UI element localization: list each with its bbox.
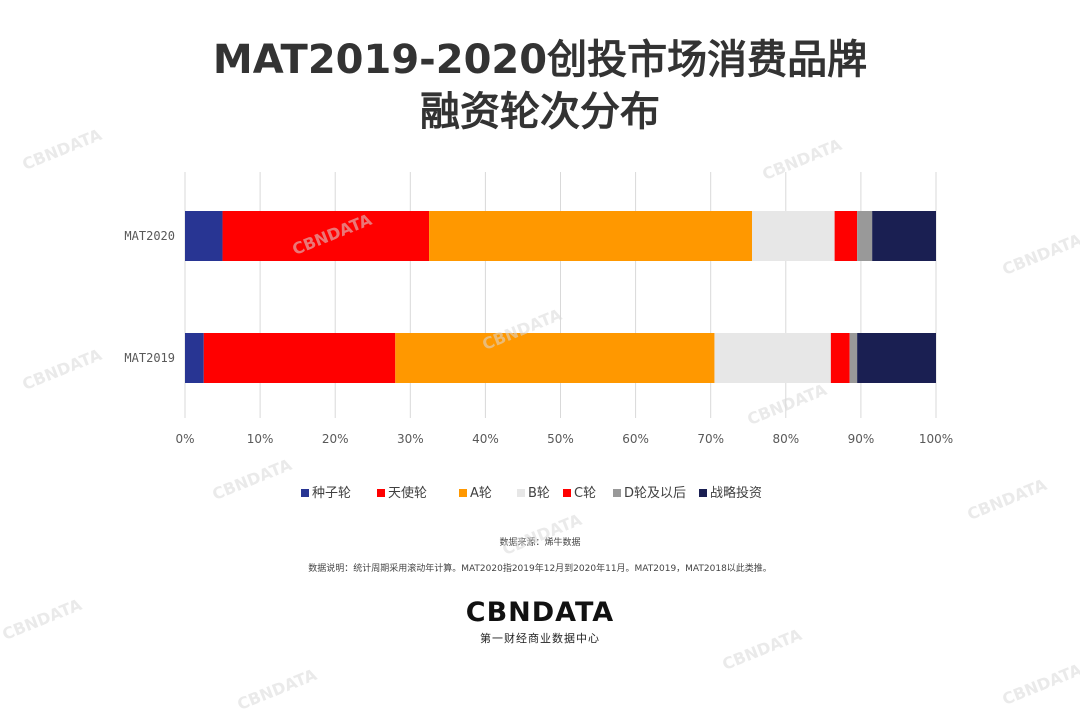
legend-label: D轮及以后 bbox=[624, 486, 686, 501]
bar-segment bbox=[830, 333, 850, 383]
x-tick-label: 40% bbox=[472, 432, 499, 446]
x-tick-label: 60% bbox=[622, 432, 649, 446]
brand-subtitle: 第一财经商业数据中心 bbox=[480, 632, 600, 645]
brand-logo: CBNDATA bbox=[465, 597, 615, 628]
watermark-text: CBNDATA bbox=[999, 659, 1080, 710]
chart-title-line2: 融资轮次分布 bbox=[420, 89, 660, 135]
y-category-label: MAT2020 bbox=[124, 229, 175, 243]
brand-logo-block: CBNDATA 第一财经商业数据中心 bbox=[0, 598, 1080, 646]
x-tick-label: 80% bbox=[772, 432, 799, 446]
legend-swatch bbox=[301, 489, 309, 497]
bar-segment bbox=[857, 333, 936, 383]
data-source-note: 数据来源：烯牛数据 bbox=[499, 538, 581, 548]
legend-label: 战略投资 bbox=[710, 485, 762, 501]
x-tick-label: 70% bbox=[697, 432, 724, 446]
x-tick-label: 90% bbox=[848, 432, 875, 446]
legend-swatch bbox=[613, 489, 621, 497]
legend-label: 种子轮 bbox=[312, 486, 351, 501]
bar-segment bbox=[222, 211, 430, 261]
bar-segment bbox=[395, 333, 715, 383]
x-tick-label: 100% bbox=[919, 432, 953, 446]
x-tick-label: 10% bbox=[247, 432, 274, 446]
legend-swatch bbox=[563, 489, 571, 497]
chart-title-line1: MAT2019-2020创投市场消费品牌 bbox=[212, 37, 868, 83]
x-tick-label: 0% bbox=[175, 432, 194, 446]
stacked-bar-chart: 0% 10% 20% 30% 40% 50% 60% 70% 80% 90% 100% MAT2020… bbox=[124, 172, 953, 501]
data-description-note: 数据说明：统计周期采用滚动年计算。MAT2020指2019年12月到2020年1… bbox=[308, 564, 772, 574]
bar-segment bbox=[872, 211, 936, 261]
bar-segment bbox=[203, 333, 396, 383]
chart-title: MAT2019-2020创投市场消费品牌 融资轮次分布 bbox=[0, 34, 1080, 138]
bar-segment bbox=[714, 333, 831, 383]
x-tick-label: 20% bbox=[322, 432, 349, 446]
bar-segment bbox=[429, 211, 753, 261]
legend-label: 天使轮 bbox=[388, 485, 427, 501]
bar-segment bbox=[857, 211, 873, 261]
x-tick-label: 30% bbox=[397, 432, 424, 446]
legend-label: B轮 bbox=[528, 486, 550, 501]
legend-swatch bbox=[377, 489, 385, 497]
y-category-label: MAT2019 bbox=[124, 351, 175, 365]
bar-segment bbox=[752, 211, 835, 261]
x-tick-label: 50% bbox=[547, 432, 574, 446]
legend-swatch bbox=[699, 489, 707, 497]
bar-segment bbox=[185, 211, 223, 261]
legend-swatch bbox=[459, 489, 467, 497]
bar-segment bbox=[834, 211, 858, 261]
watermark-text: CBNDATA bbox=[234, 664, 320, 714]
legend-swatch bbox=[517, 489, 525, 497]
bar-segment bbox=[849, 333, 858, 383]
bar-segment bbox=[185, 333, 204, 383]
legend-label: A轮 bbox=[470, 486, 492, 501]
legend-label: C轮 bbox=[574, 486, 596, 501]
